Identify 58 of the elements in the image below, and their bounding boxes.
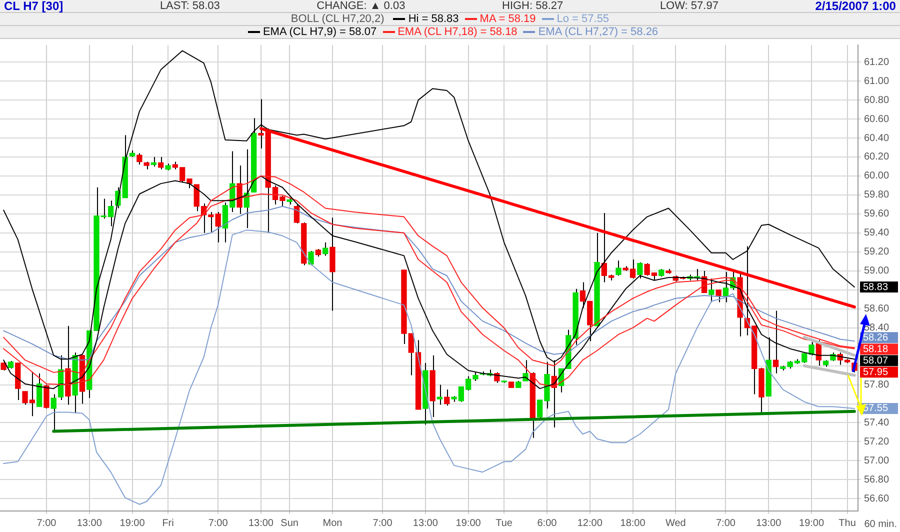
y-tick-label: 59.40 xyxy=(864,228,890,239)
legend-label: EMA (CL H7,9) = 58.07 xyxy=(262,26,377,38)
text: HIGH: 58.27 xyxy=(502,0,564,12)
text: 2/15/2007 1:00 xyxy=(815,0,896,13)
y-tick-label: 59.80 xyxy=(864,190,890,201)
y-tick-label: 59.00 xyxy=(864,266,890,277)
data-label: 58.83 xyxy=(863,282,888,293)
y-tick-label: 56.80 xyxy=(864,474,890,486)
y-tick-label: 60.00 xyxy=(864,170,890,182)
x-tick-label: Mon xyxy=(322,518,342,529)
x-tick-label: Thu xyxy=(838,518,856,529)
y-tick-label: 61.20 xyxy=(864,56,890,68)
legend-label: EMA (CL H7,18) = 58.18 xyxy=(398,26,518,38)
y-tick-label: 61.00 xyxy=(864,76,890,87)
x-tick-label: 13:00 xyxy=(248,518,274,529)
legend-label: MA = 58.19 xyxy=(480,13,536,25)
legend-label: Lo = 57.55 xyxy=(556,13,610,25)
text: 57.95 xyxy=(863,366,888,378)
legend-title: BOLL (CL H7,20,2) xyxy=(290,13,386,25)
text: CHANGE: ▲ 0.03 xyxy=(316,0,406,12)
y-tick-label: 57.40 xyxy=(864,417,890,428)
y-tick-label: 57.80 xyxy=(864,380,890,391)
y-tick-label: 60.20 xyxy=(864,152,890,163)
data-label: 58.18 xyxy=(863,344,888,355)
x-axis-title: 60 min. xyxy=(864,519,897,530)
x-tick-label: 19:00 xyxy=(799,518,824,529)
x-tick-label: Tue xyxy=(496,518,513,529)
x-tick-label: Wed xyxy=(665,518,686,529)
y-tick-label: 57.00 xyxy=(864,455,890,466)
x-tick-label: 18:00 xyxy=(620,518,646,529)
data-label: 58.26 xyxy=(863,332,888,344)
x-tick-label: 19:00 xyxy=(456,518,482,529)
legend-label: Hi = 58.83 xyxy=(408,13,459,25)
x-tick-label: 6:00 xyxy=(537,518,558,529)
x-tick-label: 7:00 xyxy=(716,518,736,529)
x-tick-label: 19:00 xyxy=(120,518,146,529)
x-tick-label: 7:00 xyxy=(36,518,57,529)
x-tick-label: Sun xyxy=(280,518,298,529)
y-tick-label: 59.20 xyxy=(864,246,890,258)
y-tick-label: 56.60 xyxy=(864,493,890,504)
legend-label: EMA (CL H7,27) = 58.26 xyxy=(538,26,658,38)
text: LOW: 57.97 xyxy=(660,0,718,12)
y-tick-label: 57.20 xyxy=(864,436,890,448)
x-tick-label: 7:00 xyxy=(208,518,228,529)
chart-title: CL H7 [30] xyxy=(4,0,64,13)
x-tick-label: 13:00 xyxy=(412,518,438,529)
y-tick-label: 60.80 xyxy=(864,94,890,106)
x-tick-label: 13:00 xyxy=(76,518,102,529)
data-label: 58.07 xyxy=(863,355,888,366)
y-tick-label: 58.60 xyxy=(864,304,890,315)
x-tick-label: 13:00 xyxy=(756,518,782,529)
x-tick-label: 12:00 xyxy=(577,518,603,529)
text: LAST: 58.03 xyxy=(160,0,220,12)
y-tick-label: 60.40 xyxy=(864,132,890,144)
x-tick-label: Fri xyxy=(162,518,174,529)
x-tick-label: 7:00 xyxy=(372,518,393,529)
y-tick-label: 60.60 xyxy=(864,114,890,125)
y-tick-label: 59.60 xyxy=(864,208,890,220)
